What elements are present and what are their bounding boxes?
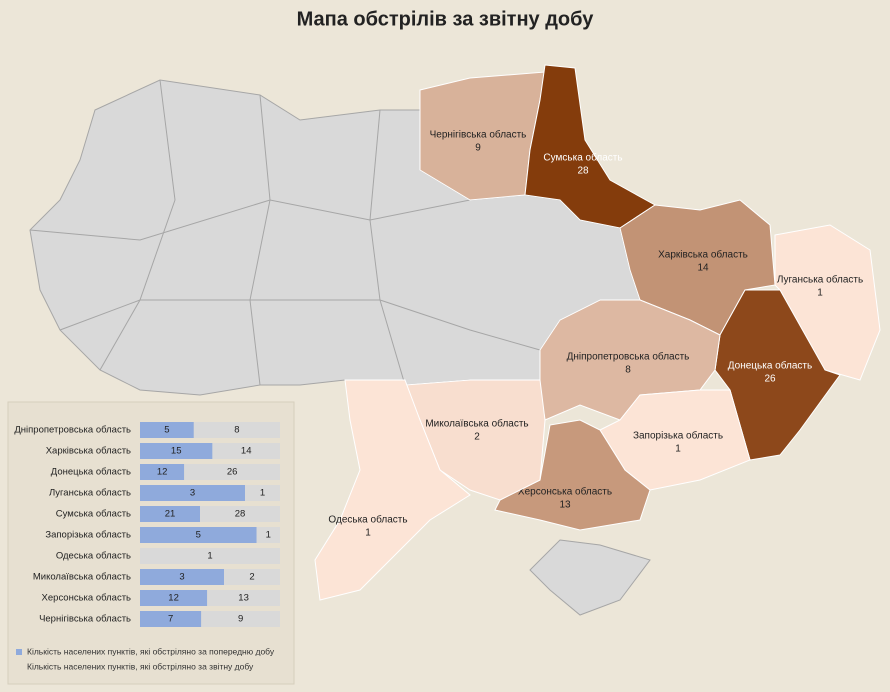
bar [140,422,194,438]
legend-swatch [16,649,22,655]
region-name: Харківська область [658,249,748,261]
region-name: Сумська область [543,152,622,164]
region-value: 1 [365,528,371,539]
bar-label: 21 [165,509,176,520]
border [249,94,271,386]
base-map [29,79,651,616]
bar [140,527,257,543]
region-name: Дніпропетровська область [567,351,690,363]
bar [140,548,280,564]
bar-label: 13 [238,593,249,604]
bar-label: 12 [168,593,179,604]
region-value: 26 [764,374,776,385]
bar-label: 1 [266,530,271,541]
bar-label: 9 [238,614,243,625]
region-name: Одеська область [328,514,407,526]
bar [140,590,208,606]
bar-label: 28 [235,509,246,520]
bar-label: 26 [227,467,238,478]
category-label: Херсонська область [42,593,132,604]
bar-label: 15 [171,446,182,457]
region-name: Миколаївська область [425,418,528,430]
bar [256,527,280,543]
title: Мапа обстрілів за звітну добу [297,8,595,30]
bar-label: 7 [168,614,173,625]
region-value: 1 [675,444,681,455]
bar-label: 14 [241,446,252,457]
region [524,64,656,229]
bar [140,506,200,522]
bar-label: 12 [157,467,168,478]
region-value: 28 [577,166,589,177]
category-label: Харківська область [46,446,131,457]
bar-label: 2 [249,572,254,583]
legend-label: Кількість населених пунктів, які обстріл… [27,661,254,671]
bar [224,569,280,585]
category-label: Донецька область [51,467,131,478]
region-name: Запорізька область [633,430,723,442]
region [774,224,881,381]
region-value: 8 [625,365,631,376]
border [99,79,176,371]
region [539,299,721,421]
bar [207,590,280,606]
border [59,299,541,351]
bar [212,443,280,459]
category-label: Чернігівська область [39,614,131,625]
bar [140,443,213,459]
region-name: Херсонська область [518,486,612,498]
bar [184,464,280,480]
region-name: Донецька область [728,360,812,372]
bar [140,464,185,480]
region-value: 13 [559,500,571,511]
region-value: 2 [474,432,480,443]
bar [201,611,280,627]
legend-label: Кількість населених пунктів, які обстріл… [27,646,275,656]
region [714,289,841,461]
region [314,379,471,601]
region [494,419,651,531]
region-value: 9 [475,143,481,154]
bar-label: 3 [190,488,195,499]
bar-label: 5 [196,530,201,541]
category-label: Запорізька область [45,530,131,541]
bar [140,611,202,627]
bar-label: 8 [234,425,239,436]
category-label: Дніпропетровська область [14,425,131,436]
category-label: Сумська область [56,509,131,520]
border [369,109,406,386]
region-value: 14 [697,263,709,274]
bar [193,422,280,438]
bar-label: 1 [260,488,265,499]
crimea [529,539,651,616]
bar [200,506,280,522]
category-label: Миколаївська область [33,572,131,583]
region-name: Луганська область [777,274,863,286]
region-name: Чернігівська область [430,129,527,141]
region-value: 1 [817,288,823,299]
bar-label: 5 [164,425,169,436]
category-label: Одеська область [56,551,131,562]
bar [140,485,245,501]
bar-label: 3 [179,572,184,583]
category-label: Луганська область [49,488,131,499]
inset-chart: Дніпропетровська область 5 8 Харківська обл… [14,422,280,671]
region [619,199,776,336]
bar [140,569,224,585]
border [29,199,471,241]
bar-label: 1 [207,551,212,562]
bar [245,485,280,501]
